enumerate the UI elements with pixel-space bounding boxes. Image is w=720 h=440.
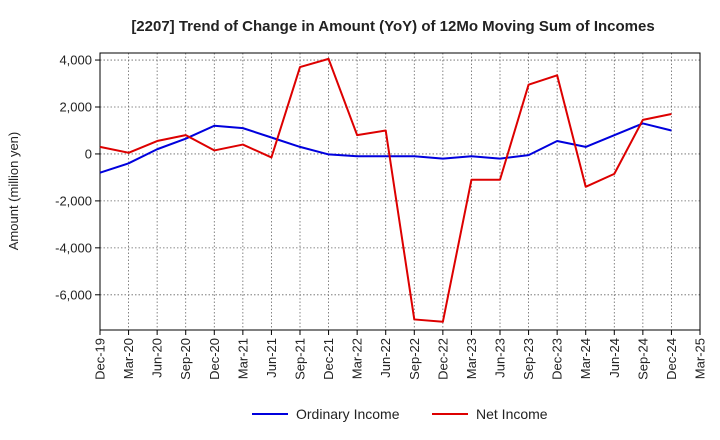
x-tick-label: Mar-24 xyxy=(578,338,593,379)
x-tick-label: Dec-24 xyxy=(664,338,679,380)
x-tick-label: Sep-23 xyxy=(521,338,536,380)
y-tick-label: -4,000 xyxy=(55,240,92,255)
x-tick-label: Sep-20 xyxy=(178,338,193,380)
x-tick-label: Jun-24 xyxy=(607,338,622,378)
y-tick-label: 2,000 xyxy=(59,99,92,114)
x-tick-label: Jun-21 xyxy=(264,338,279,378)
series-lines xyxy=(99,57,672,323)
x-tick-label: Dec-20 xyxy=(207,338,222,380)
x-tick-label: Sep-22 xyxy=(407,338,422,380)
x-tick-label: Jun-23 xyxy=(493,338,508,378)
x-tick-label: Mar-22 xyxy=(350,338,365,379)
legend: Ordinary Income Net Income xyxy=(252,406,548,422)
x-tick-label: Dec-21 xyxy=(321,338,336,380)
chart-title: [2207] Trend of Change in Amount (YoY) o… xyxy=(131,18,654,35)
x-tick-label: Dec-22 xyxy=(435,338,450,380)
legend-label-net-income: Net Income xyxy=(476,406,548,422)
y-tick-label: 0 xyxy=(85,146,92,161)
x-tick-label: Mar-21 xyxy=(235,338,250,379)
x-tick-label: Mar-25 xyxy=(693,338,708,379)
x-tick-label: Dec-19 xyxy=(93,338,108,380)
net-income-line xyxy=(99,57,672,323)
x-tick-label: Mar-23 xyxy=(464,338,479,379)
y-tick-label: -2,000 xyxy=(55,193,92,208)
y-tick-label: -6,000 xyxy=(55,287,92,302)
grid xyxy=(100,53,700,330)
x-tick-label: Jun-22 xyxy=(378,338,393,378)
x-tick-label: Dec-23 xyxy=(550,338,565,380)
plot-area xyxy=(99,52,701,331)
x-tick-label: Sep-21 xyxy=(293,338,308,380)
y-axis-label: Amount (million yen) xyxy=(6,132,21,251)
x-tick-label: Sep-24 xyxy=(635,338,650,380)
y-tick-label: 4,000 xyxy=(59,53,92,68)
x-tick-label: Jun-20 xyxy=(150,338,165,378)
x-tick-label: Mar-20 xyxy=(121,338,136,379)
y-axis: 4,000 2,000 0 -2,000 -4,000 -6,000 xyxy=(55,53,100,302)
ordinary-income-line xyxy=(99,122,672,174)
x-axis: Dec-19 Mar-20 Jun-20 Sep-20 Dec-20 Mar-21 Jun-… xyxy=(93,330,708,380)
legend-label-ordinary-income: Ordinary Income xyxy=(296,406,400,422)
